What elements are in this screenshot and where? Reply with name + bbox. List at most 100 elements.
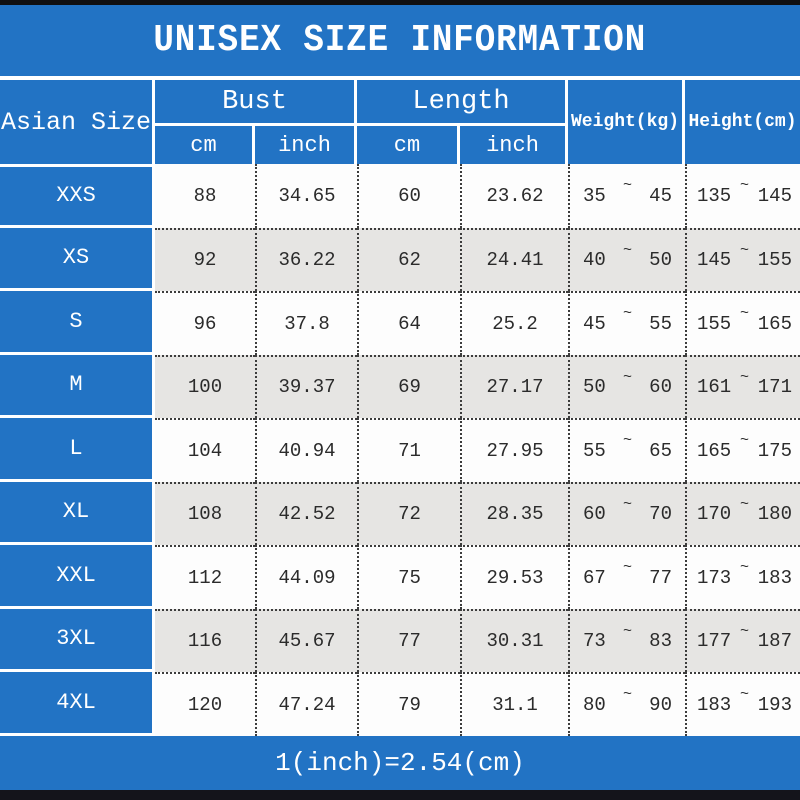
bust-inch-cell: 37.8: [255, 291, 357, 355]
header-weight: Weight(kg): [568, 80, 685, 164]
height-range-cell: 145 ~155: [685, 227, 800, 291]
tilde-glyph: ~: [739, 241, 749, 259]
tilde-glyph: ~: [739, 622, 749, 640]
bust-cm-cell: 120: [155, 672, 255, 736]
height-min: 165: [697, 439, 732, 462]
weight-max: 90: [649, 693, 672, 716]
bust-inch-cell: 36.22: [255, 227, 357, 291]
length-cm-cell: 71: [357, 418, 460, 482]
header-group-length: Length: [357, 80, 568, 126]
size-label-cell: L: [0, 418, 155, 482]
table-header: Asian Size Bust Length Weight(kg) Height…: [0, 80, 800, 164]
weight-range-cell: 40 ~50: [568, 227, 685, 291]
height-min: 173: [697, 566, 732, 589]
height-range-cell: 173 ~183: [685, 545, 800, 609]
header-length-cm: cm: [357, 126, 460, 164]
title-band: UNISEX SIZE INFORMATION: [0, 5, 800, 76]
size-label-cell: 3XL: [0, 608, 155, 672]
bust-inch-cell: 40.94: [255, 418, 357, 482]
weight-min: 55: [583, 439, 606, 462]
height-max: 187: [757, 630, 792, 653]
weight-min: 73: [583, 630, 606, 653]
bust-cm-cell: 92: [155, 227, 255, 291]
weight-min: 45: [583, 312, 606, 335]
length-cm-cell: 60: [357, 164, 460, 228]
conversion-note: 1(inch)=2.54(cm): [275, 747, 525, 778]
tilde-glyph: ~: [622, 495, 632, 513]
height-range-cell: 183 ~193: [685, 672, 800, 736]
tilde-glyph: ~: [622, 432, 632, 450]
tilde-glyph: ~: [739, 177, 749, 195]
table-row: M 100 39.37 69 27.17 50 ~60 161 ~171: [0, 354, 800, 418]
bottom-border-strip: [0, 789, 800, 800]
height-range-cell: 165 ~175: [685, 418, 800, 482]
tilde-glyph: ~: [739, 559, 749, 577]
bust-inch-cell: 45.67: [255, 608, 357, 672]
size-label-cell: XXS: [0, 164, 155, 228]
header-height: Height(cm): [688, 112, 797, 132]
height-min: 183: [697, 693, 732, 716]
header-asian-size: Asian Size: [0, 80, 155, 164]
weight-range-cell: 80 ~90: [568, 672, 685, 736]
bust-cm-cell: 116: [155, 608, 255, 672]
length-inch-cell: 31.1: [460, 672, 568, 736]
length-cm-cell: 79: [357, 672, 460, 736]
table-row: 4XL 120 47.24 79 31.1 80 ~90 183 ~193: [0, 672, 800, 736]
bust-inch-cell: 42.52: [255, 481, 357, 545]
table-row: 3XL 116 45.67 77 30.31 73 ~83 177 ~187: [0, 608, 800, 672]
weight-range-cell: 45 ~55: [568, 291, 685, 355]
height-max: 155: [757, 249, 792, 272]
length-inch-cell: 27.17: [460, 354, 568, 418]
height-range-cell: 177 ~187: [685, 608, 800, 672]
bust-inch-cell: 44.09: [255, 545, 357, 609]
size-label-cell: S: [0, 291, 155, 355]
bust-cm-cell: 88: [155, 164, 255, 228]
tilde-glyph: ~: [739, 686, 749, 704]
height-range-cell: 170 ~180: [685, 481, 800, 545]
length-cm-cell: 62: [357, 227, 460, 291]
length-inch-cell: 25.2: [460, 291, 568, 355]
weight-max: 60: [649, 376, 672, 399]
tilde-glyph: ~: [739, 305, 749, 323]
weight-range-cell: 50 ~60: [568, 354, 685, 418]
length-cm-cell: 77: [357, 608, 460, 672]
height-min: 177: [697, 630, 732, 653]
weight-max: 77: [649, 566, 672, 589]
size-label-cell: M: [0, 354, 155, 418]
bust-cm-cell: 108: [155, 481, 255, 545]
height-range-cell: 161 ~171: [685, 354, 800, 418]
table-row: XL 108 42.52 72 28.35 60 ~70 170 ~180: [0, 481, 800, 545]
tilde-glyph: ~: [622, 241, 632, 259]
top-border-strip: [0, 0, 800, 5]
weight-max: 83: [649, 630, 672, 653]
height-min: 170: [697, 503, 732, 526]
length-inch-cell: 30.31: [460, 608, 568, 672]
table-row: L 104 40.94 71 27.95 55 ~65 165 ~175: [0, 418, 800, 482]
weight-max: 70: [649, 503, 672, 526]
weight-max: 50: [649, 249, 672, 272]
bust-inch-cell: 47.24: [255, 672, 357, 736]
tilde-glyph: ~: [622, 177, 632, 195]
header-group-bust: Bust: [155, 80, 357, 126]
height-range-cell: 135 ~145: [685, 164, 800, 228]
height-range-cell: 155 ~165: [685, 291, 800, 355]
length-inch-cell: 24.41: [460, 227, 568, 291]
weight-max: 65: [649, 439, 672, 462]
height-max: 193: [757, 693, 792, 716]
table-row: S 96 37.8 64 25.2 45 ~55 155 ~165: [0, 291, 800, 355]
tilde-glyph: ~: [739, 368, 749, 386]
weight-range-cell: 60 ~70: [568, 481, 685, 545]
tilde-glyph: ~: [622, 622, 632, 640]
bust-cm-cell: 104: [155, 418, 255, 482]
height-max: 145: [757, 184, 792, 207]
footer-band: 1(inch)=2.54(cm): [0, 735, 800, 790]
height-max: 165: [757, 312, 792, 335]
length-inch-cell: 29.53: [460, 545, 568, 609]
weight-range-cell: 67 ~77: [568, 545, 685, 609]
length-cm-cell: 69: [357, 354, 460, 418]
length-inch-cell: 28.35: [460, 481, 568, 545]
table-body: XXS 88 34.65 60 23.62 35 ~45 135 ~145 XS 92 36.22 62…: [0, 164, 800, 736]
header-bust-inch: inch: [255, 126, 357, 164]
bust-inch-cell: 34.65: [255, 164, 357, 228]
